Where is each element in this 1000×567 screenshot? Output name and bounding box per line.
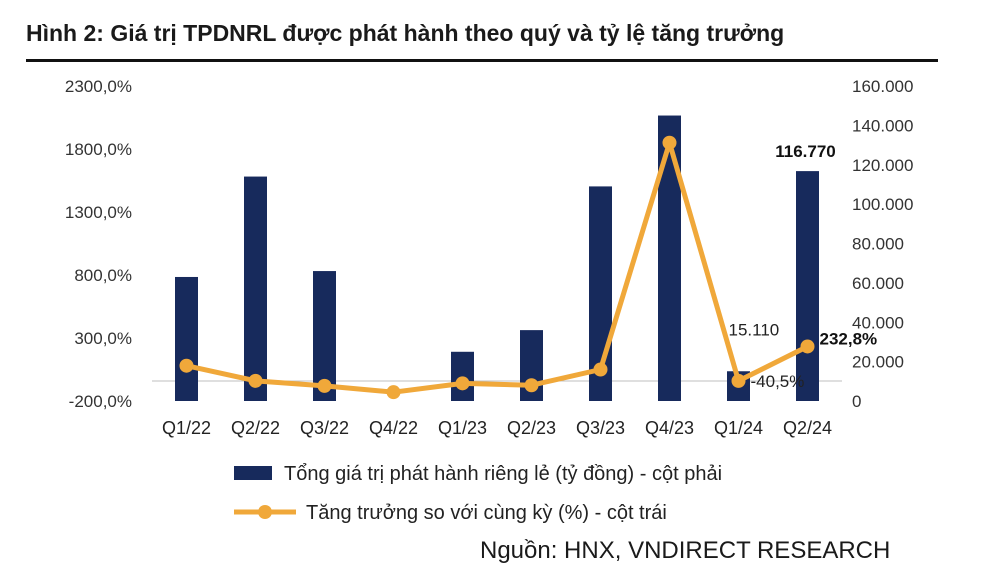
bar-series xyxy=(175,115,819,401)
category-label: Q2/22 xyxy=(231,418,280,438)
right-axis-tick-label: 0 xyxy=(852,392,861,411)
right-axis-tick-label: 140.000 xyxy=(852,116,913,135)
chart-axes: -200,0% 300,0% 800,0% 1300,0% 1800,0% 2300,0%… xyxy=(65,77,914,438)
legend-line-label: Tăng trưởng so với cùng kỳ (%) - cột trá… xyxy=(306,502,667,524)
right-axis-tick-label: 100.000 xyxy=(852,195,913,214)
left-axis-tick-label: 1300,0% xyxy=(65,203,132,222)
line-point xyxy=(248,373,263,388)
category-label: Q1/22 xyxy=(162,418,211,438)
category-label: Q1/23 xyxy=(438,418,487,438)
title-underline xyxy=(26,59,938,62)
category-label: Q3/22 xyxy=(300,418,349,438)
annotation-q224-growth: 232,8% xyxy=(820,329,878,348)
chart-title: Hình 2: Giá trị TPDNRL được phát hành th… xyxy=(26,20,785,46)
category-label: Q2/23 xyxy=(507,418,556,438)
left-axis-tick-label: 1800,0% xyxy=(65,140,132,159)
line-point xyxy=(179,358,194,373)
left-axis-tick-label: 300,0% xyxy=(74,329,132,348)
left-axis-tick-label: 800,0% xyxy=(74,266,132,285)
right-axis-tick-label: 160.000 xyxy=(852,77,913,96)
line-point xyxy=(524,378,539,393)
legend-bar-label: Tổng giá trị phát hành riêng lẻ (tỷ đồng… xyxy=(284,463,722,485)
line-point xyxy=(800,339,815,354)
right-axis-tick-label: 120.000 xyxy=(852,156,913,175)
right-axis-tick-label: 80.000 xyxy=(852,235,904,254)
legend-line-marker xyxy=(258,505,272,519)
annotation-q224-value: 116.770 xyxy=(775,142,836,161)
bar xyxy=(313,271,336,401)
line-point xyxy=(593,362,608,377)
category-label: Q3/23 xyxy=(576,418,625,438)
source-note: Nguồn: HNX, VNDIRECT RESEARCH xyxy=(480,537,891,564)
line-point xyxy=(731,373,746,388)
bar xyxy=(658,115,681,401)
bar xyxy=(175,276,198,401)
bar xyxy=(244,176,267,401)
annotation-q124-growth: -40,5% xyxy=(751,372,805,391)
line-series xyxy=(179,135,815,400)
category-label: Q2/24 xyxy=(783,418,832,438)
right-axis-tick-label: 60.000 xyxy=(852,274,904,293)
left-axis-tick-label: -200,0% xyxy=(69,392,132,411)
left-axis-tick-label: 2300,0% xyxy=(65,77,132,96)
category-label: Q4/22 xyxy=(369,418,418,438)
legend-bar-swatch xyxy=(234,466,272,480)
category-label: Q4/23 xyxy=(645,418,694,438)
line-point xyxy=(662,135,677,150)
line-point xyxy=(455,376,470,391)
line-point xyxy=(317,378,332,393)
legend: Tổng giá trị phát hành riêng lẻ (tỷ đồng… xyxy=(234,463,722,524)
growth-line xyxy=(185,140,809,395)
bar xyxy=(796,171,819,401)
right-axis-tick-label: 40.000 xyxy=(852,313,904,332)
line-point xyxy=(386,385,401,400)
category-label: Q1/24 xyxy=(714,418,763,438)
chart-labels: 116.770 15.110 -40,5% 232,8% xyxy=(729,142,878,391)
right-axis-tick-label: 20.000 xyxy=(852,353,904,372)
annotation-q124-value: 15.110 xyxy=(729,320,780,339)
